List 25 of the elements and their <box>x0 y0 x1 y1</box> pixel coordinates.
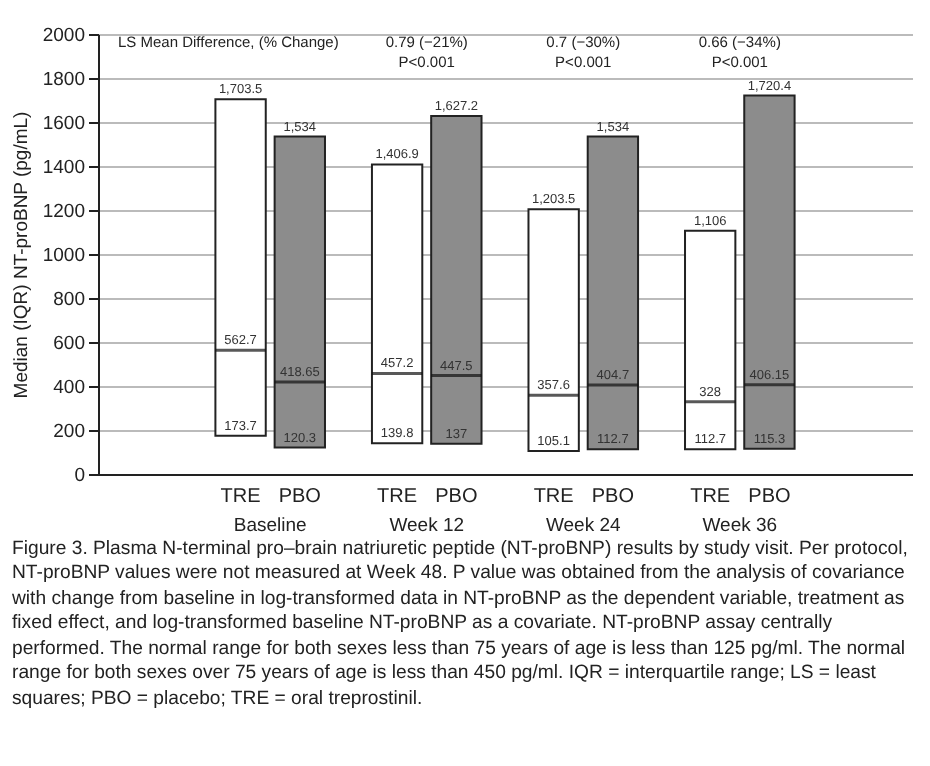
text: PBO <box>748 486 791 508</box>
y-tick-label: 1800 <box>42 69 85 91</box>
series-label: PBO <box>591 486 635 508</box>
text: TRE <box>690 486 731 508</box>
y-tick-label: 400 <box>53 377 85 399</box>
text: TRE <box>220 486 261 508</box>
y-tick-label: 1200 <box>42 201 85 223</box>
y-tick-label: 2000 <box>42 25 85 47</box>
x-tick-label: Week 24 <box>545 515 621 537</box>
y-tick-label: 800 <box>53 289 85 311</box>
y-tick-label: 0 <box>74 465 85 487</box>
y-tick-label: 200 <box>53 421 85 443</box>
y-tick-label: 600 <box>53 333 85 355</box>
caption: Figure 3. Plasma N-terminal pro–brain natriuretic peptide (NT-proBNP) results by study visit. Per protocol, NT-proBNP values were not measured at Week 48. P value was obtained from the analysis of covariance with change from baseline in log-transformed data in NT-proBNP as the dependent variable, treatment as fixed effect, and log-transformed baseline NT-proBNP as a covariate. NT-proBNP assay centrally performed. The normal range for both sexes less than 75 years of age is less than 125 pg/ml. The normal range for both sexes over 75 years of age is less than 450 pg/ml. IQR = interquartile range; LS = least squares; PBO = placebo; TRE = oral treprostinil. <box>10 538 910 713</box>
x-tick-label: Baseline <box>233 515 307 537</box>
text: TRE <box>377 486 418 508</box>
text: PBO <box>435 486 478 508</box>
y-axis-title: Median (IQR) NT-proBNP (pg/mL) <box>10 111 33 399</box>
x-tick-label: Week 12 <box>389 515 465 537</box>
series-label: TRE <box>533 486 575 508</box>
x-tick-label: Week 36 <box>702 515 778 537</box>
text: PBO <box>278 486 321 508</box>
y-tick-label: 1400 <box>42 157 85 179</box>
y-tick-label: 1600 <box>42 113 85 135</box>
y-tick-label: 1000 <box>42 245 85 267</box>
